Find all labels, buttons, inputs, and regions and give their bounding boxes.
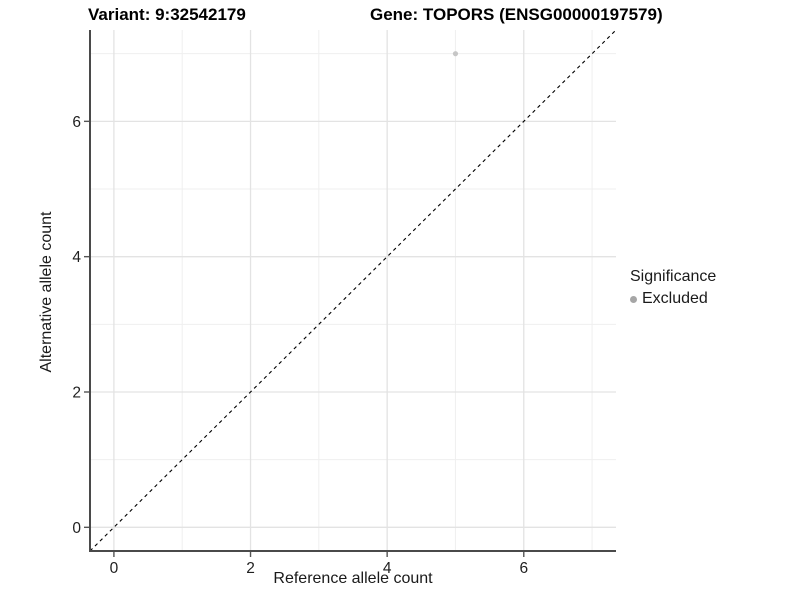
- svg-text:0: 0: [110, 560, 119, 577]
- y-axis-title: Alternative allele count: [38, 211, 55, 373]
- svg-text:2: 2: [246, 560, 255, 577]
- svg-text:6: 6: [519, 560, 528, 577]
- svg-text:6: 6: [72, 114, 81, 131]
- legend-dot-excluded-icon: [630, 295, 637, 303]
- legend-title: Significance: [630, 268, 717, 285]
- svg-text:0: 0: [72, 520, 81, 537]
- legend-entry-excluded: Excluded: [630, 290, 716, 308]
- x-axis-title: Reference allele count: [273, 570, 433, 587]
- svg-text:4: 4: [72, 249, 81, 266]
- plot-title-variant: Variant: 9:32542179: [88, 5, 246, 24]
- svg-text:4: 4: [383, 560, 392, 577]
- legend: Significance Excluded: [630, 268, 716, 308]
- plot-title-gene: Gene: TOPORS (ENSG00000197579): [370, 5, 663, 24]
- legend-entry-label: Excluded: [642, 290, 708, 307]
- svg-text:2: 2: [72, 384, 81, 401]
